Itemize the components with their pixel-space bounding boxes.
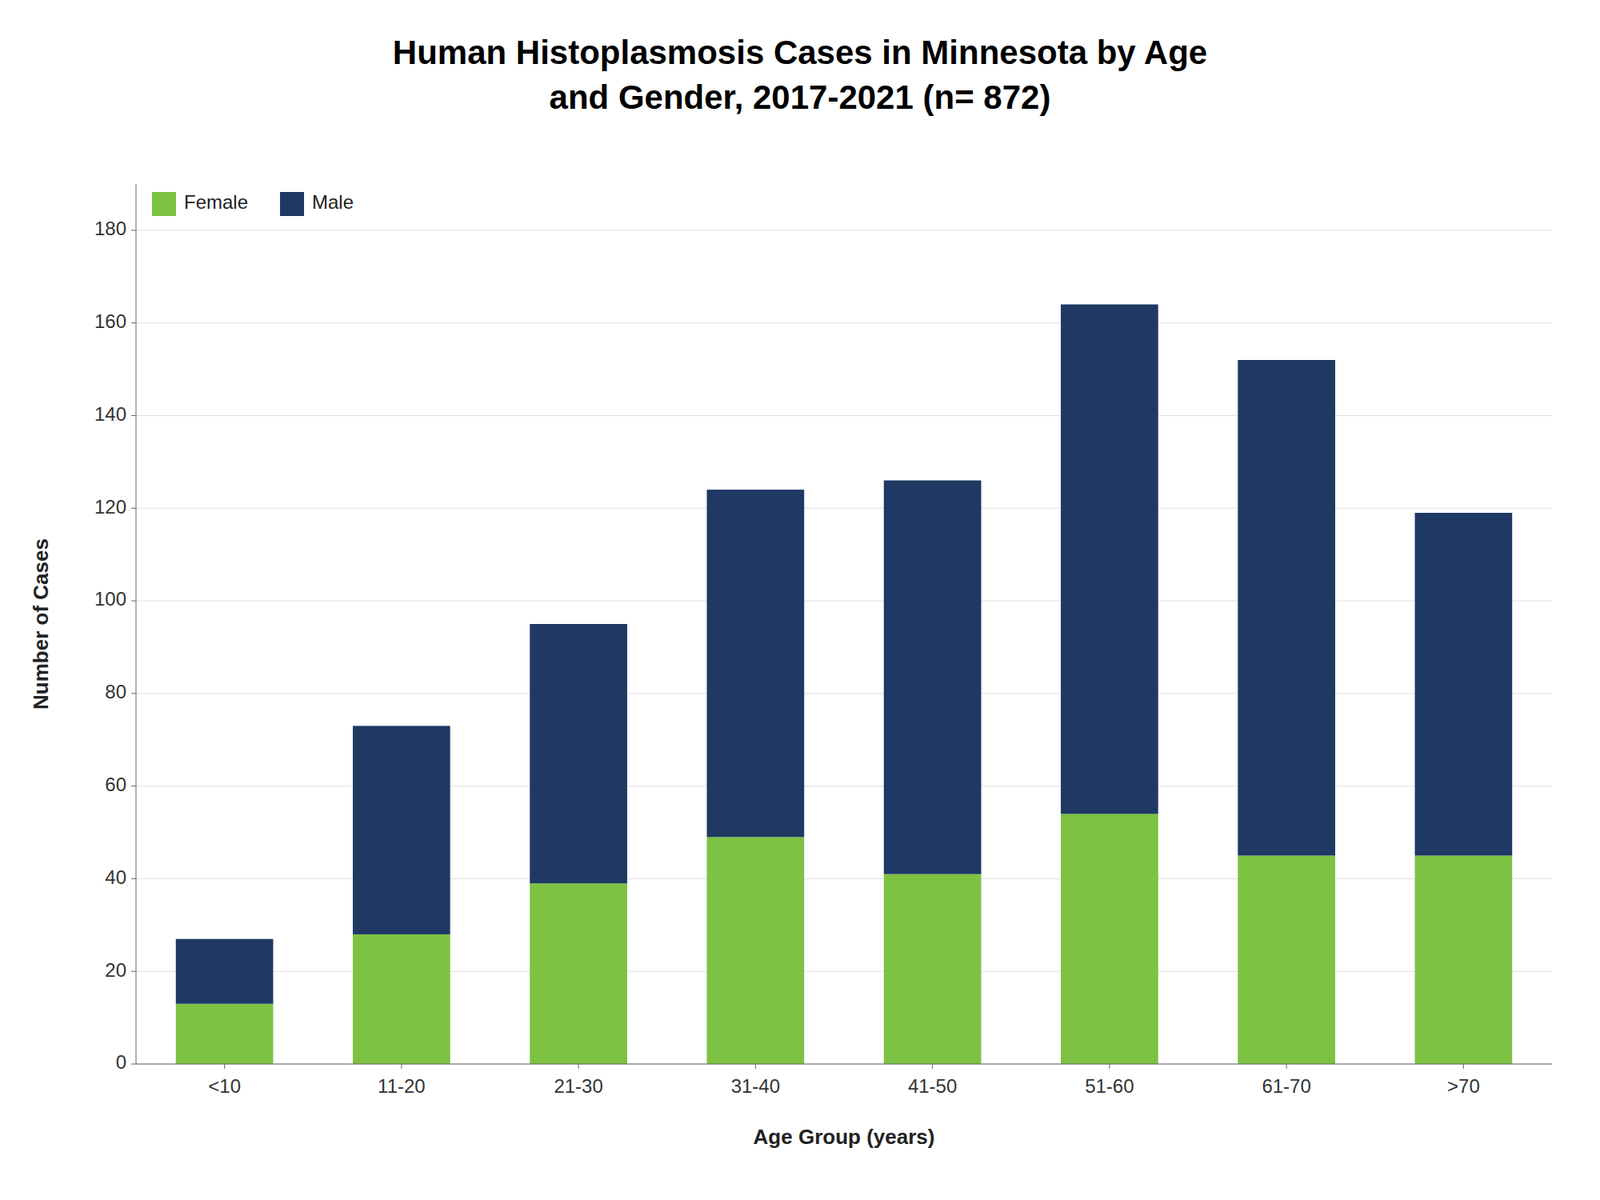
y-tick [131,1064,136,1065]
y-tick [131,322,136,324]
legend-label: Female [184,191,248,213]
x-tick-label: 21-30 [553,1075,603,1097]
bar [707,489,805,837]
bar [529,883,628,1064]
legend: Female Male [152,191,354,216]
bar [884,480,982,875]
x-tick [755,1064,756,1069]
grid-line [136,878,1552,880]
x-tick-label: 11-20 [377,1075,426,1097]
grid-line [136,600,1552,602]
grid-line [136,508,1552,509]
bar [1415,512,1513,856]
title-line: Human Histoplasmosis Cases in Minnesota … [392,33,1208,72]
grid-line [136,322,1552,324]
bar [352,934,451,1064]
x-axis-label: Age Group (years) [753,1124,936,1149]
x-tick [1463,1064,1464,1069]
legend-item: Female [152,191,248,216]
bar [1415,855,1513,1064]
x-tick [932,1064,933,1069]
x-tick [400,1064,402,1069]
bar [884,874,982,1064]
y-tick-label: 60 [104,773,127,796]
grid-line [136,971,1552,972]
y-tick-label: 120 [94,496,127,518]
grid-line [136,1064,1552,1065]
x-axis: <10 11-20 21-30 31-40 41-50 51-60 61-70 >70 [136,1064,1552,1097]
legend-item: Male [280,191,354,216]
x-tick-label: 61-70 [1261,1075,1311,1097]
x-tick-label: 31-40 [731,1075,780,1097]
bar [1060,813,1159,1064]
bar [1237,360,1336,856]
bar [176,939,274,1004]
chart-svg: 0 20 40 60 80 100 120 140 160 180 <10 11-20 21-30 31-… [0,0,1600,1200]
bars [176,304,1512,1064]
y-tick [131,692,136,694]
x-axis-line [136,1064,1552,1065]
x-tick [578,1064,580,1069]
y-tick [131,785,136,787]
series-1 [176,304,1512,1004]
y-axis: 0 20 40 60 80 100 120 140 160 180 [94,184,136,1073]
x-tick-label: 51-60 [1084,1075,1134,1097]
grid [136,230,1552,1064]
grid-line [136,785,1552,787]
y-tick-label: 40 [104,866,127,888]
y-tick-label: 0 [116,1051,127,1073]
bar [352,725,451,935]
title: Human Histoplasmosis Cases in Minnesota … [392,33,1208,116]
y-tick-label: 20 [104,959,127,981]
y-tick [131,508,136,509]
y-tick [131,229,136,231]
y-tick-label: 140 [94,403,127,425]
legend-swatch [280,192,304,216]
y-tick-label: 180 [94,217,127,240]
x-tick [1108,1064,1110,1069]
legend-label: Male [312,191,354,213]
x-tick-label: 41-50 [908,1075,957,1097]
y-tick [131,600,136,602]
bar [707,836,805,1064]
y-tick-label: 80 [104,680,127,703]
x-tick [1286,1064,1288,1069]
y-axis-line [136,184,137,1064]
y-tick [131,971,136,972]
chart-container: 0 20 40 60 80 100 120 140 160 180 <10 11-20 21-30 31-… [0,0,1600,1200]
title-line: and Gender, 2017-2021 (n= 872) [549,78,1052,116]
y-tick [131,878,136,880]
x-tick [224,1064,225,1069]
bar [176,1004,274,1064]
y-tick [131,415,136,416]
bar [1237,855,1336,1064]
y-tick-label: 100 [94,588,127,610]
grid-line [136,229,1552,231]
bar [529,624,628,884]
grid-line [136,415,1552,416]
y-axis-label: Number of Cases [28,538,53,710]
bar [1060,304,1159,815]
grid-line [136,692,1552,694]
y-tick-label: 160 [94,310,127,332]
legend-swatch [152,192,176,216]
x-tick-label: >70 [1447,1075,1480,1097]
x-tick-label: <10 [208,1075,241,1097]
